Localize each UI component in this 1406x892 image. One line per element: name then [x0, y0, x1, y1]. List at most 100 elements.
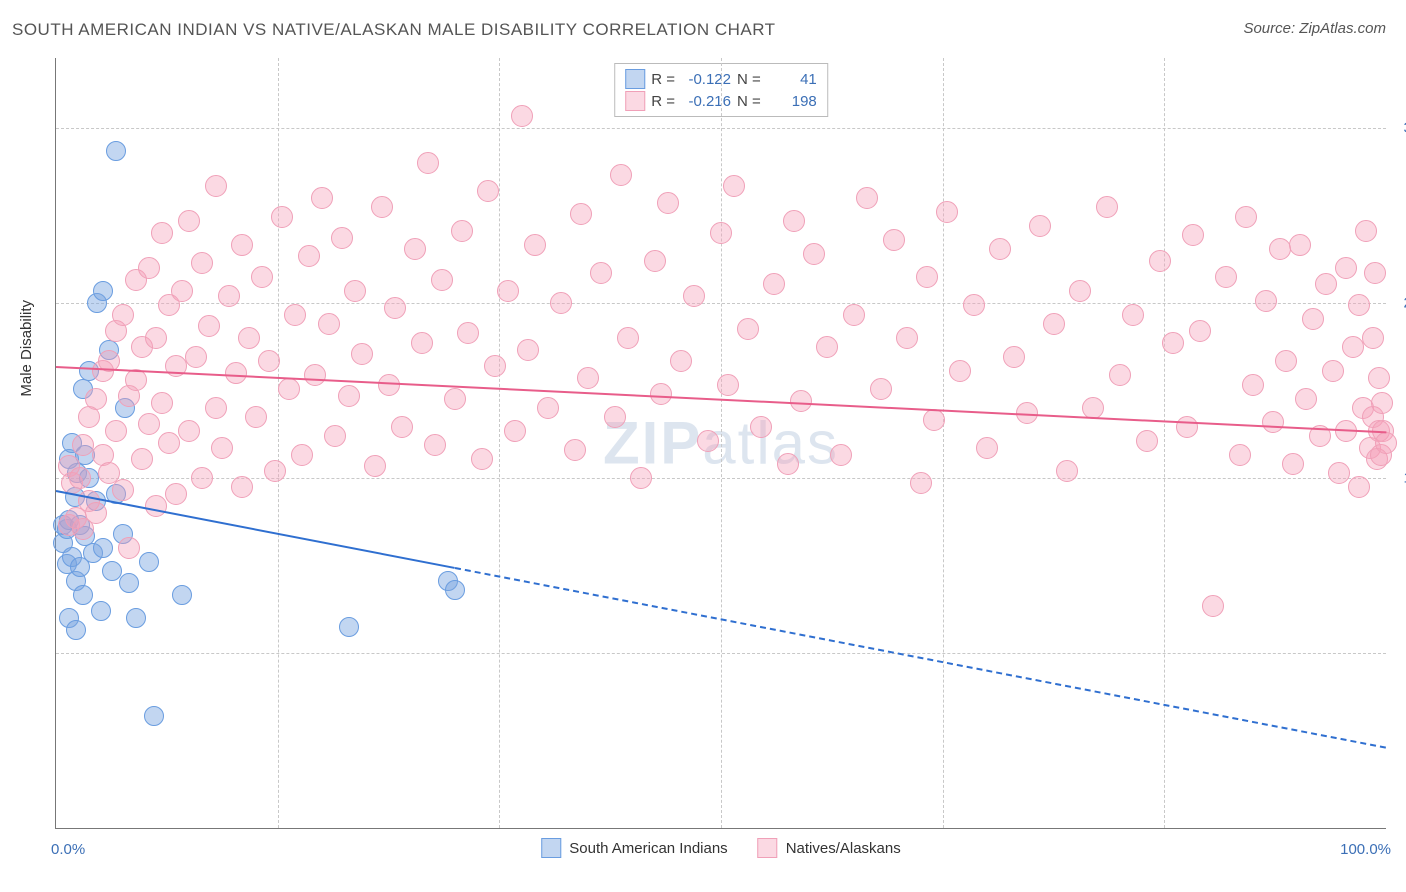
- data-point-na: [278, 378, 300, 400]
- data-point-na: [444, 388, 466, 410]
- data-point-na: [191, 252, 213, 274]
- data-point-na: [311, 187, 333, 209]
- data-point-sai: [91, 601, 111, 621]
- data-point-sai: [119, 573, 139, 593]
- data-point-na: [1328, 462, 1350, 484]
- data-point-na: [923, 409, 945, 431]
- data-point-na: [856, 187, 878, 209]
- data-point-na: [1149, 250, 1171, 272]
- series-legend: South American Indians Natives/Alaskans: [541, 838, 901, 858]
- plot-area: ZIPatlas R =-0.122 N =41 R =-0.216 N =19…: [55, 58, 1386, 829]
- data-point-na: [763, 273, 785, 295]
- data-point-na: [238, 327, 260, 349]
- data-point-na: [517, 339, 539, 361]
- data-point-na: [717, 374, 739, 396]
- data-point-na: [1371, 392, 1393, 414]
- data-point-na: [949, 360, 971, 382]
- data-point-na: [211, 437, 233, 459]
- data-point-na: [258, 350, 280, 372]
- data-point-na: [916, 266, 938, 288]
- data-point-sai: [73, 585, 93, 605]
- data-point-na: [218, 285, 240, 307]
- data-point-na: [1335, 257, 1357, 279]
- n-value: 41: [767, 71, 817, 88]
- legend-item-sai: South American Indians: [541, 838, 727, 858]
- data-point-na: [870, 378, 892, 400]
- data-point-sai: [66, 620, 86, 640]
- data-point-na: [577, 367, 599, 389]
- legend-label: South American Indians: [569, 840, 727, 857]
- chart-container: SOUTH AMERICAN INDIAN VS NATIVE/ALASKAN …: [0, 0, 1406, 892]
- data-point-na: [1269, 238, 1291, 260]
- data-point-na: [198, 315, 220, 337]
- swatch-icon: [758, 838, 778, 858]
- data-point-na: [451, 220, 473, 242]
- data-point-sai: [93, 281, 113, 301]
- data-point-na: [1282, 453, 1304, 475]
- x-tick-max: 100.0%: [1340, 841, 1391, 858]
- data-point-na: [431, 269, 453, 291]
- data-point-na: [1255, 290, 1277, 312]
- data-point-na: [816, 336, 838, 358]
- data-point-na: [1275, 350, 1297, 372]
- data-point-na: [537, 397, 559, 419]
- data-point-na: [484, 355, 506, 377]
- data-point-na: [710, 222, 732, 244]
- data-point-na: [1362, 327, 1384, 349]
- data-point-na: [610, 164, 632, 186]
- gridline-v: [1164, 58, 1165, 828]
- data-point-na: [504, 420, 526, 442]
- data-point-na: [1289, 234, 1311, 256]
- data-point-na: [138, 413, 160, 435]
- data-point-na: [1342, 336, 1364, 358]
- data-point-na: [112, 479, 134, 501]
- data-point-na: [1368, 367, 1390, 389]
- data-point-na: [830, 444, 852, 466]
- r-label: R =: [651, 71, 675, 88]
- data-point-na: [231, 234, 253, 256]
- data-point-na: [457, 322, 479, 344]
- data-point-na: [264, 460, 286, 482]
- data-point-na: [1109, 364, 1131, 386]
- data-point-na: [617, 327, 639, 349]
- n-label: N =: [737, 93, 761, 110]
- y-tick-label: 22.5%: [1391, 295, 1406, 312]
- data-point-na: [158, 432, 180, 454]
- data-point-na: [1364, 262, 1386, 284]
- data-point-na: [683, 285, 705, 307]
- gridline-v: [721, 58, 722, 828]
- data-point-na: [324, 425, 346, 447]
- data-point-na: [550, 292, 572, 314]
- data-point-sai: [339, 617, 359, 637]
- data-point-na: [1136, 430, 1158, 452]
- data-point-na: [1176, 416, 1198, 438]
- data-point-na: [1295, 388, 1317, 410]
- data-point-na: [670, 350, 692, 372]
- swatch-icon: [541, 838, 561, 858]
- data-point-na: [777, 453, 799, 475]
- data-point-na: [178, 420, 200, 442]
- data-point-na: [251, 266, 273, 288]
- data-point-na: [411, 332, 433, 354]
- data-point-na: [1189, 320, 1211, 342]
- gridline-v: [278, 58, 279, 828]
- data-point-na: [1069, 280, 1091, 302]
- data-point-na: [697, 430, 719, 452]
- swatch-icon: [625, 91, 645, 111]
- data-point-na: [910, 472, 932, 494]
- y-axis-label: Male Disability: [18, 300, 35, 397]
- legend-item-na: Natives/Alaskans: [758, 838, 901, 858]
- data-point-na: [723, 175, 745, 197]
- data-point-na: [151, 392, 173, 414]
- data-point-na: [85, 502, 107, 524]
- data-point-na: [185, 346, 207, 368]
- data-point-na: [1375, 432, 1397, 454]
- data-point-na: [657, 192, 679, 214]
- data-point-na: [1043, 313, 1065, 335]
- data-point-na: [630, 467, 652, 489]
- data-point-na: [497, 280, 519, 302]
- data-point-na: [1215, 266, 1237, 288]
- data-point-na: [604, 406, 626, 428]
- data-point-na: [511, 105, 533, 127]
- data-point-na: [304, 364, 326, 386]
